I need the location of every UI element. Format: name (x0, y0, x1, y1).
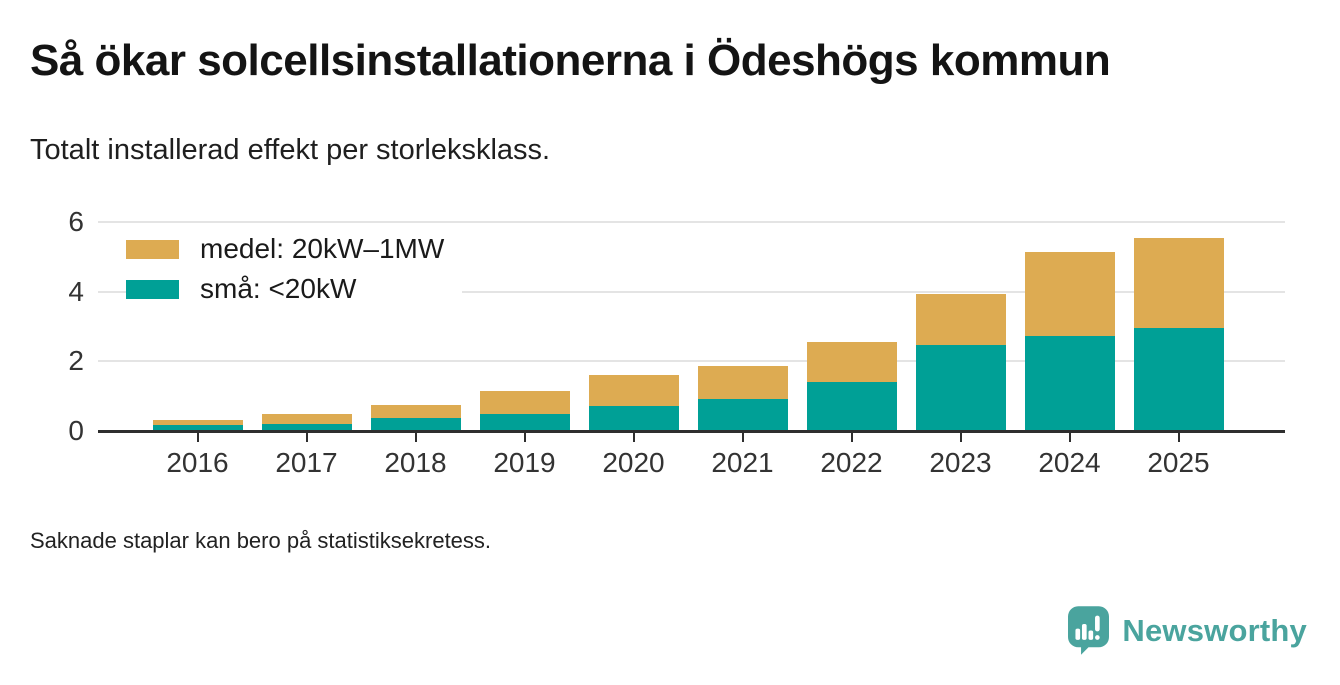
y-tick-label-4: 4 (68, 275, 84, 307)
x-tick-label-2017: 2017 (275, 447, 338, 478)
newsworthy-speech-bubble-bar-chart-icon (1068, 606, 1110, 655)
x-tick-label-2018: 2018 (384, 447, 447, 478)
y-tick-label-6: 6 (68, 206, 84, 237)
bar-2023-sma (915, 345, 1006, 431)
brand-logo: Newsworthy (1068, 606, 1307, 655)
bar-2020-sma (588, 405, 679, 431)
x-tick-2024 (1068, 433, 1071, 442)
bar-2020-medel (588, 374, 679, 406)
bar-2024-medel (1024, 251, 1115, 337)
x-tick-label-2025: 2025 (1147, 447, 1210, 478)
bar-2021-sma (697, 398, 788, 431)
x-tick-label-2021: 2021 (711, 447, 774, 478)
legend-item-sma: små: <20kW (126, 269, 444, 309)
gridline-6 (98, 221, 1285, 223)
x-tick-2019 (523, 433, 526, 442)
bar-2018-medel (370, 404, 461, 419)
legend-label-medel: medel: 20kW–1MW (200, 233, 445, 264)
bar-2022-sma (806, 381, 897, 431)
gridline-4 (98, 290, 1285, 293)
chart-title: Så ökar solcellsinstallationerna i Ödesh… (30, 36, 1111, 85)
bar-2019-sma (479, 414, 570, 431)
x-tick-2020 (632, 433, 635, 442)
bar-2018-sma (370, 418, 461, 431)
legend-swatch-medel (126, 239, 179, 259)
bar-2024-sma (1024, 336, 1115, 431)
bar-2016-medel (152, 419, 243, 425)
brand-name: Newsworthy (1122, 612, 1307, 648)
gridline-2 (98, 360, 1285, 363)
x-tick-label-2024: 2024 (1038, 447, 1101, 478)
plot-area: 0 2 4 6 2016 2017 2018 2019 2020 2021 2022 2023 202… (68, 207, 1285, 478)
legend-item-medel: medel: 20kW–1MW (126, 229, 444, 269)
x-tick-2021 (741, 433, 744, 442)
legend-swatch-sma (126, 279, 179, 299)
legend: medel: 20kW–1MW små: <20kW (126, 229, 463, 309)
x-tick-label-2022: 2022 (820, 447, 883, 478)
bar-2021-medel (697, 365, 788, 399)
x-tick-2016 (196, 433, 199, 442)
bar-2017-medel (261, 413, 352, 425)
bar-2017-sma (261, 424, 352, 431)
x-tick-2017 (305, 433, 308, 442)
x-tick-2023 (959, 433, 962, 442)
y-tick-label-0: 0 (68, 415, 84, 446)
bar-2022-medel (806, 341, 897, 382)
bar-2023-medel (915, 294, 1006, 346)
bar-2016-sma (152, 424, 243, 431)
x-tick-label-2020: 2020 (602, 447, 665, 478)
x-axis-line (98, 429, 1285, 433)
bar-2025-sma (1133, 328, 1224, 431)
bar-2025-medel (1133, 237, 1224, 329)
footnote: Saknade staplar kan bero på statistiksek… (30, 528, 492, 553)
x-tick-2018 (414, 433, 417, 442)
chart-subtitle: Totalt installerad effekt per storlekskl… (30, 134, 551, 166)
x-tick-label-2016: 2016 (166, 447, 229, 478)
x-tick-2025 (1177, 433, 1180, 442)
bar-2019-medel (479, 391, 570, 415)
x-tick-label-2019: 2019 (493, 447, 556, 478)
legend-label-sma: små: <20kW (200, 273, 357, 304)
y-tick-label-2: 2 (68, 345, 84, 377)
x-tick-label-2023: 2023 (929, 447, 992, 478)
x-tick-2022 (850, 433, 853, 442)
